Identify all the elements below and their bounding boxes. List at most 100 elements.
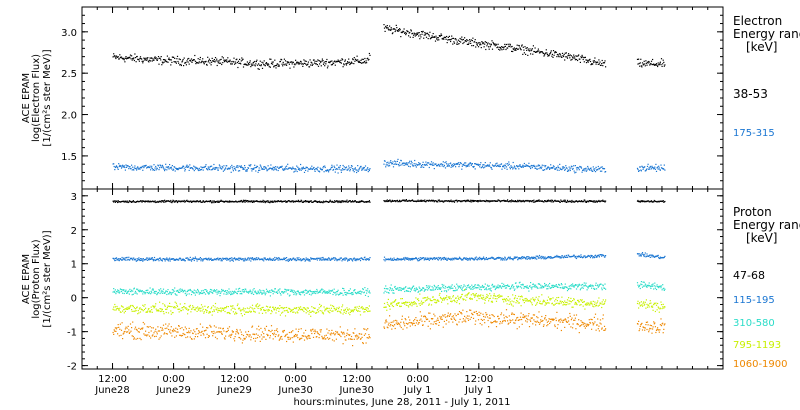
- data-point: [511, 258, 513, 260]
- data-point: [409, 36, 411, 38]
- data-point: [211, 169, 213, 171]
- data-point: [248, 308, 250, 310]
- data-point: [232, 61, 234, 63]
- data-point: [530, 286, 532, 289]
- data-point: [230, 166, 232, 168]
- data-point: [254, 60, 256, 63]
- data-point: [237, 303, 239, 305]
- data-point: [126, 306, 128, 309]
- data-point: [273, 290, 275, 292]
- data-point: [240, 166, 242, 169]
- data-point: [397, 259, 399, 261]
- data-point: [291, 61, 293, 63]
- data-point: [319, 303, 321, 305]
- data-point: [569, 168, 571, 170]
- data-point: [300, 258, 302, 260]
- data-point: [261, 258, 263, 260]
- data-point: [508, 257, 510, 259]
- data-point: [359, 62, 362, 64]
- data-point: [457, 163, 459, 165]
- data-point: [303, 258, 306, 260]
- data-point: [512, 168, 514, 170]
- data-point: [274, 200, 276, 202]
- data-point: [456, 289, 458, 291]
- data-point: [183, 165, 185, 167]
- data-point: [324, 166, 326, 169]
- data-point: [188, 308, 190, 311]
- data-point: [487, 285, 489, 287]
- data-point: [200, 260, 202, 262]
- data-point: [361, 291, 363, 293]
- data-point: [329, 291, 331, 293]
- data-point: [301, 167, 303, 169]
- data-point: [285, 201, 287, 203]
- data-point: [249, 257, 251, 259]
- data-point: [483, 286, 485, 288]
- data-point: [527, 287, 529, 289]
- data-point: [420, 200, 422, 202]
- data-point: [336, 200, 338, 202]
- data-point: [469, 201, 471, 203]
- data-point: [652, 285, 654, 287]
- data-point: [325, 63, 327, 65]
- data-point: [242, 258, 244, 260]
- data-point: [249, 258, 251, 260]
- data-point: [212, 60, 214, 62]
- data-point: [509, 200, 511, 202]
- data-point: [183, 290, 185, 293]
- data-point: [311, 62, 313, 64]
- data-point: [580, 284, 583, 286]
- data-point: [535, 257, 537, 259]
- data-point: [503, 46, 505, 48]
- data-point: [480, 286, 482, 288]
- data-point: [141, 258, 143, 260]
- data-point: [537, 287, 539, 289]
- data-point: [521, 200, 523, 203]
- data-point: [133, 201, 135, 203]
- data-point: [543, 258, 545, 260]
- data-point: [339, 166, 341, 168]
- data-point: [242, 199, 245, 201]
- data-point: [251, 200, 253, 202]
- data-point: [199, 258, 201, 260]
- data-point: [120, 258, 122, 260]
- data-point: [387, 27, 389, 29]
- data-point: [294, 64, 296, 66]
- data-point: [515, 49, 517, 51]
- data-point: [435, 35, 437, 37]
- data-point: [219, 165, 221, 167]
- data-point: [414, 287, 416, 290]
- data-point: [277, 307, 279, 309]
- data-point: [245, 290, 247, 292]
- data-point: [531, 258, 533, 260]
- data-point: [467, 200, 469, 202]
- data-point: [183, 199, 185, 202]
- data-point: [483, 286, 485, 289]
- data-point: [403, 31, 405, 33]
- data-point: [132, 290, 134, 292]
- data-point: [502, 166, 504, 168]
- data-point: [220, 260, 222, 262]
- data-point: [647, 163, 649, 165]
- data-point: [467, 284, 470, 286]
- data-point: [490, 290, 492, 292]
- data-point: [578, 283, 580, 285]
- data-point: [503, 164, 505, 166]
- data-point: [132, 58, 134, 60]
- data-point: [274, 308, 276, 310]
- data-point: [575, 257, 578, 260]
- data-point: [592, 200, 594, 203]
- data-point: [561, 52, 564, 54]
- data-point: [193, 59, 195, 61]
- data-point: [147, 201, 149, 203]
- data-point: [339, 311, 341, 313]
- data-point: [296, 259, 298, 261]
- data-point: [312, 291, 315, 293]
- data-point: [354, 60, 356, 62]
- data-point: [466, 199, 468, 201]
- data-point: [331, 310, 333, 312]
- data-point: [304, 201, 306, 203]
- data-point: [217, 257, 219, 259]
- data-point: [596, 201, 598, 203]
- data-point: [521, 284, 523, 286]
